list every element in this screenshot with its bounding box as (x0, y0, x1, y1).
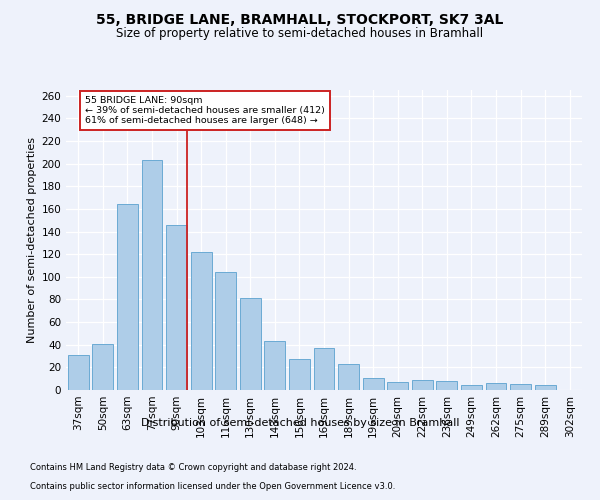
Bar (412, 380, 433, 390)
Y-axis label: Number of semi-detached properties: Number of semi-detached properties (27, 137, 37, 343)
Text: 55 BRIDGE LANE: 90sqm
← 39% of semi-detached houses are smaller (412)
61% of sem: 55 BRIDGE LANE: 90sqm ← 39% of semi-deta… (85, 96, 325, 126)
Bar (510, 384, 531, 390)
Bar (92, 344, 113, 390)
Bar (461, 386, 482, 390)
Bar (240, 298, 261, 390)
Bar (485, 383, 506, 390)
Bar (289, 360, 310, 390)
Text: 55, BRIDGE LANE, BRAMHALL, STOCKPORT, SK7 3AL: 55, BRIDGE LANE, BRAMHALL, STOCKPORT, SK… (97, 12, 503, 26)
Bar (68, 355, 89, 390)
Bar (387, 382, 408, 390)
Bar (117, 204, 138, 390)
Bar (436, 381, 457, 390)
Bar (362, 378, 383, 390)
Bar (142, 160, 163, 390)
Text: Contains public sector information licensed under the Open Government Licence v3: Contains public sector information licen… (30, 482, 395, 491)
Text: Contains HM Land Registry data © Crown copyright and database right 2024.: Contains HM Land Registry data © Crown c… (30, 464, 356, 472)
Bar (338, 364, 359, 390)
Bar (166, 224, 187, 390)
Bar (191, 252, 212, 390)
Bar (535, 386, 556, 390)
Bar (215, 272, 236, 390)
Text: Size of property relative to semi-detached houses in Bramhall: Size of property relative to semi-detach… (116, 28, 484, 40)
Bar (314, 348, 334, 390)
Text: Distribution of semi-detached houses by size in Bramhall: Distribution of semi-detached houses by … (141, 418, 459, 428)
Bar (265, 342, 286, 390)
